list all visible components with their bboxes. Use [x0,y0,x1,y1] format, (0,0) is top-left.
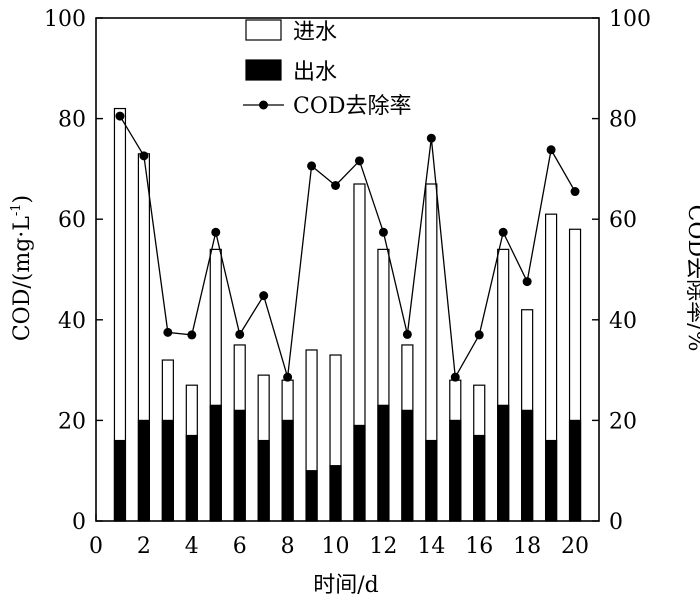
legend-marker-removal-rate [259,100,268,110]
outflow-bar [377,404,390,522]
x-axis-title: 时间/d [313,573,379,598]
x-tick-label: 2 [137,534,151,559]
legend-label-removal-rate: COD去除率 [293,94,412,119]
outflow-bar [233,409,246,522]
removal-rate-point [211,227,221,237]
x-tick-label: 18 [513,534,541,559]
y2-tick-label: 40 [609,309,637,334]
y2-tick-label: 100 [609,7,651,32]
y-tick-label: 0 [72,510,86,535]
axis-tick-labels: 0 2 4 6 8 10 12 14 16 18 20 0 20 40 60 80 100 0 20 40 60 80 10… [44,7,651,559]
y2-tick-label: 0 [609,510,623,535]
removal-rate-point [570,187,580,197]
plot-frame [95,17,600,522]
y-tick-label: 100 [44,7,86,32]
x-tick-label: 12 [369,534,397,559]
removal-rate-point [139,151,149,161]
removal-rate-point [426,133,436,143]
outflow-bar [161,419,174,522]
removal-rate-point [354,156,364,166]
outflow-bar [113,439,127,522]
x-tick-label: 14 [417,534,445,559]
removal-rate-point [378,227,388,237]
y2-tick-label: 20 [609,409,637,434]
outflow-bar [137,419,151,522]
x-tick-label: 6 [233,534,247,559]
legend-label-outflow: 出水 [293,60,337,85]
y-axis-title-close: ) [10,195,35,204]
outflow-bar [257,439,270,522]
removal-rate-point [115,111,125,121]
removal-rate-point [474,330,484,340]
outflow-bar [521,409,534,522]
x-tick-label: 4 [185,534,199,559]
outflow-bar [568,419,582,522]
removal-rate-point [235,329,245,339]
y-tick-label: 20 [58,409,86,434]
outflow-bar [449,419,462,522]
removal-rate-series [115,111,580,382]
x-tick-label: 20 [561,534,589,559]
removal-rate-point [283,372,293,382]
y-axis-title: COD/(mg·L-1) [9,195,35,341]
removal-rate-point [163,327,173,337]
removal-rate-point [522,277,532,287]
x-tick-label: 10 [322,534,350,559]
outflow-bar [305,470,318,522]
outflow-bar [497,404,510,522]
outflow-bar [425,439,438,522]
outflow-bar [329,465,342,522]
outflow-bars [113,404,582,522]
legend-swatch-inflow [245,19,282,41]
y-axis-title-superscript: -1 [9,203,24,216]
x-tick-label: 8 [281,534,295,559]
removal-rate-line [119,115,576,380]
legend-swatch-outflow [245,59,282,81]
y-tick-label: 60 [58,208,86,233]
outflow-bar [353,424,366,522]
removal-rate-point [187,330,197,340]
removal-rate-point [546,145,556,155]
y-axis-title-main: COD/(mg·L [10,216,35,341]
axis-ticks [95,17,599,522]
y2-tick-label: 80 [609,108,637,133]
removal-rate-point [498,227,508,237]
removal-rate-point [259,291,269,301]
removal-rate-point [307,161,317,171]
outflow-bar [185,434,198,522]
x-tick-label: 16 [465,534,493,559]
legend-label-inflow: 进水 [293,20,337,45]
removal-rate-point [331,180,341,190]
y-tick-label: 40 [58,309,86,334]
y2-tick-label: 60 [609,208,637,233]
outflow-bar [281,419,294,522]
legend: 进水 出水 COD去除率 [243,19,412,119]
outflow-bar [401,409,414,522]
outflow-bar [544,439,558,522]
y-tick-label: 80 [58,108,86,133]
x-tick-label: 0 [89,534,103,559]
outflow-bar [209,404,222,522]
y2-axis-title: COD去除率/% [683,205,700,352]
outflow-bar [473,434,486,522]
removal-rate-point [402,329,412,339]
inflow-bars [113,107,582,522]
removal-rate-point [450,372,460,382]
